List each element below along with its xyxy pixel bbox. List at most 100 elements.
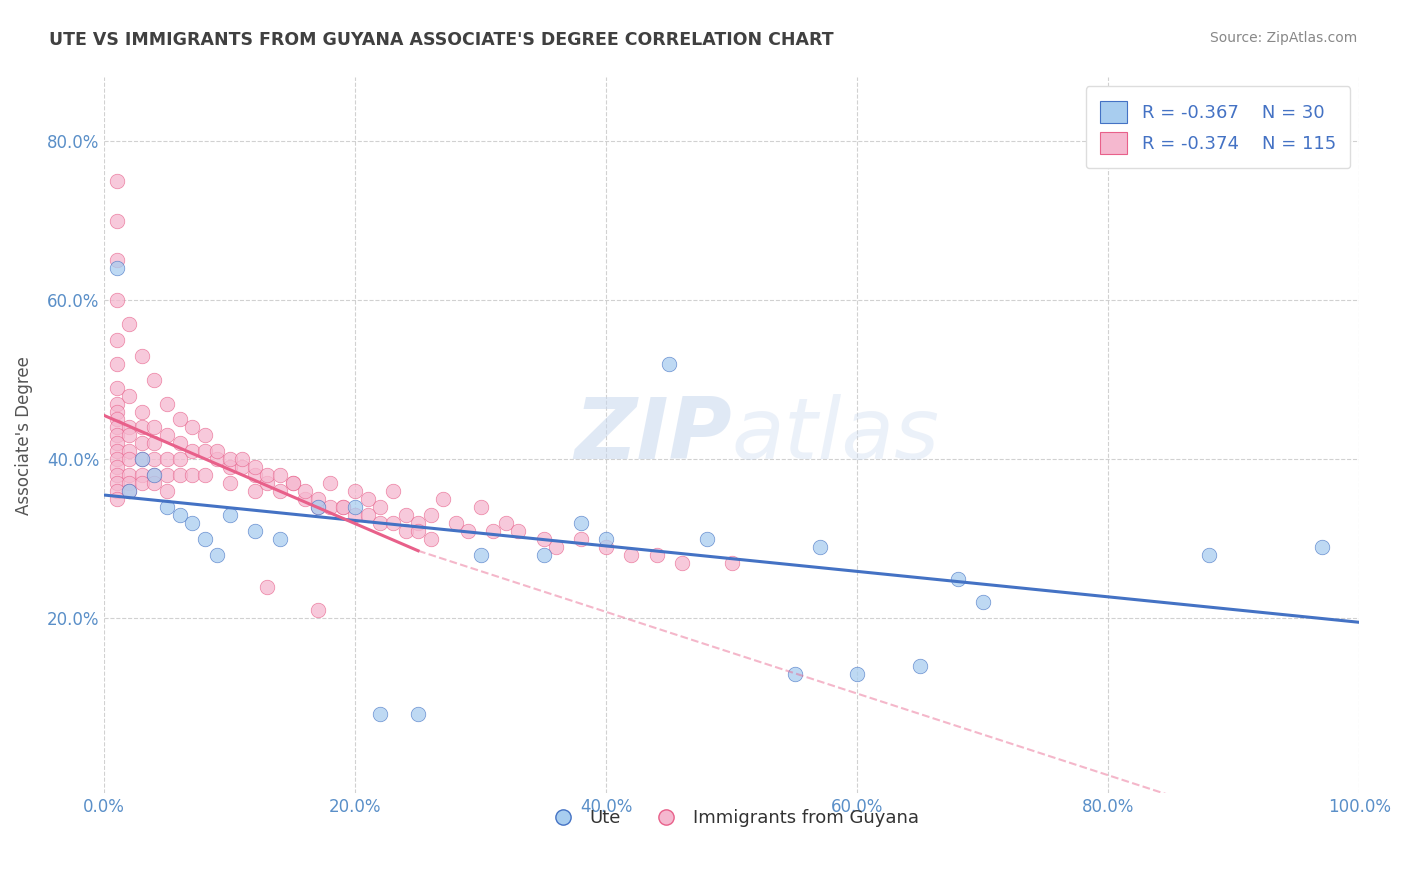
Point [105,468,128,483]
Point [194,444,217,458]
Point [118,452,141,467]
Point [105,491,128,506]
Point [307,500,329,514]
Point [105,428,128,442]
Point [569,532,592,546]
Point [105,333,128,347]
Point [156,452,179,467]
Point [156,468,179,483]
Point [181,516,204,530]
Text: UTE VS IMMIGRANTS FROM GUYANA ASSOCIATE'S DEGREE CORRELATION CHART: UTE VS IMMIGRANTS FROM GUYANA ASSOCIATE'… [49,31,834,49]
Point [533,532,555,546]
Point [118,484,141,499]
Text: Source: ZipAtlas.com: Source: ZipAtlas.com [1209,31,1357,45]
Point [118,476,141,491]
Point [357,508,380,522]
Point [344,484,367,499]
Point [406,524,429,538]
Point [370,516,392,530]
Point [194,532,217,546]
Point [394,508,416,522]
Point [118,444,141,458]
Point [105,436,128,450]
Point [406,516,429,530]
Point [105,444,128,458]
Point [118,389,141,403]
Point [105,261,128,276]
Point [143,468,166,483]
Text: atlas: atlas [733,394,939,477]
Point [972,595,994,609]
Point [169,508,191,522]
Point [332,500,354,514]
Point [156,428,179,442]
Point [357,491,380,506]
Point [105,484,128,499]
Point [205,452,228,467]
Point [143,476,166,491]
Point [105,404,128,418]
Point [169,412,191,426]
Point [381,516,404,530]
Point [156,396,179,410]
Y-axis label: Associate's Degree: Associate's Degree [15,356,32,515]
Point [381,484,404,499]
Point [319,476,342,491]
Point [105,357,128,371]
Point [169,436,191,450]
Point [721,556,744,570]
Point [846,667,869,681]
Point [218,476,240,491]
Point [444,516,467,530]
Point [143,373,166,387]
Point [243,468,266,483]
Point [105,174,128,188]
Point [696,532,718,546]
Point [105,253,128,268]
Point [105,420,128,434]
Point [105,293,128,308]
Point [269,484,291,499]
Point [671,556,693,570]
Point [105,396,128,410]
Point [294,484,316,499]
Point [181,444,204,458]
Point [419,532,441,546]
Point [169,468,191,483]
Point [294,491,316,506]
Point [143,436,166,450]
Point [470,548,492,562]
Point [194,428,217,442]
Point [205,444,228,458]
Point [569,516,592,530]
Point [406,706,429,721]
Point [131,349,153,363]
Point [908,659,931,673]
Point [105,460,128,475]
Legend: Ute, Immigrants from Guyana: Ute, Immigrants from Guyana [537,802,927,834]
Point [131,452,153,467]
Point [319,500,342,514]
Point [131,404,153,418]
Point [143,468,166,483]
Point [105,381,128,395]
Point [332,500,354,514]
Point [118,317,141,331]
Point [218,460,240,475]
Point [394,524,416,538]
Point [118,468,141,483]
Point [344,500,367,514]
Point [169,452,191,467]
Point [307,603,329,617]
Point [432,491,454,506]
Point [205,548,228,562]
Point [118,420,141,434]
Point [243,524,266,538]
Point [533,548,555,562]
Point [783,667,806,681]
Point [218,452,240,467]
Point [658,357,681,371]
Text: ZIP: ZIP [574,394,733,477]
Point [105,412,128,426]
Point [281,476,304,491]
